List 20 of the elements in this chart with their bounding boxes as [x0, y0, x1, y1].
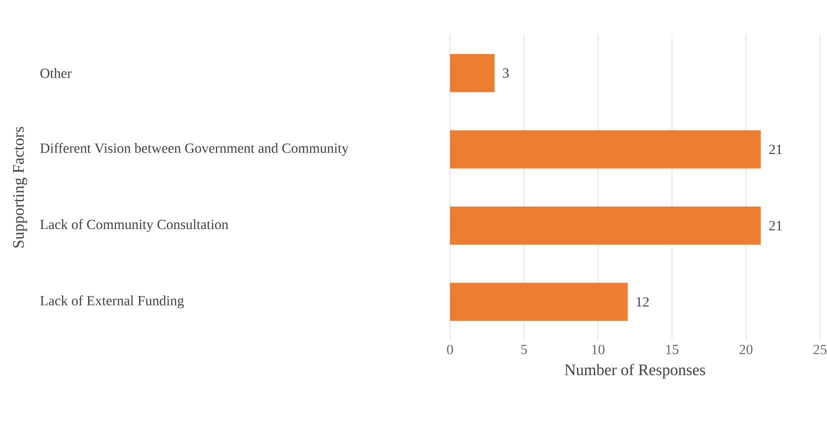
- x-tick-label: 5: [521, 344, 527, 354]
- x-axis-title: Number of Responses: [564, 364, 706, 379]
- bar: [450, 282, 628, 321]
- x-tick-label: 15: [666, 344, 678, 354]
- y-tick-label: Different Vision between Government and Community: [40, 142, 349, 156]
- data-label: 12: [636, 297, 649, 306]
- y-tick-label: Other: [40, 68, 72, 78]
- x-tick-label: 0: [447, 344, 453, 354]
- x-tick-label: 10: [592, 344, 604, 354]
- x-tick-label: 20: [740, 344, 752, 354]
- x-tick-label: 25: [814, 344, 826, 354]
- bar: [450, 206, 761, 245]
- data-label: 3: [502, 68, 509, 78]
- data-label: 21: [769, 220, 782, 230]
- bar: [450, 54, 494, 92]
- data-label: 21: [769, 144, 782, 154]
- y-axis-title: Supporting Factors: [13, 126, 28, 248]
- bar: [450, 130, 761, 168]
- y-tick-label: Lack of Community Consultation: [40, 219, 228, 232]
- y-tick-label: Lack of External Funding: [40, 295, 184, 308]
